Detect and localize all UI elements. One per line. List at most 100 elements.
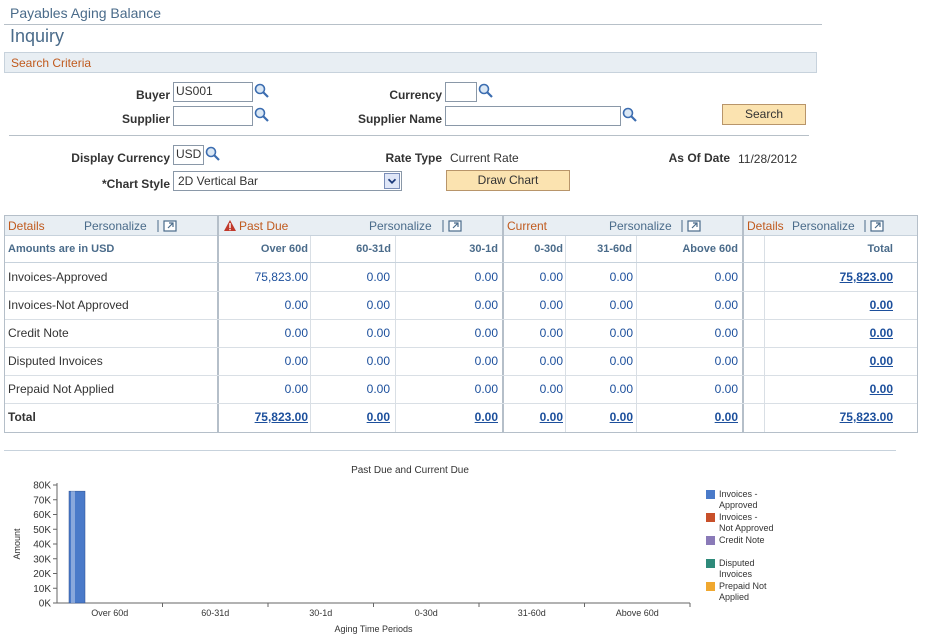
row-label: Invoices-Approved xyxy=(8,270,108,284)
total-cell[interactable]: 75,823.00 xyxy=(254,410,308,424)
row-total-link[interactable]: 0.00 xyxy=(869,354,893,368)
supplier-lookup-icon[interactable] xyxy=(254,107,270,123)
amount-cell[interactable]: 0.00 xyxy=(284,382,308,396)
amount-cell[interactable]: 0.00 xyxy=(284,326,308,340)
details-view-all-icon[interactable] xyxy=(156,219,180,233)
legend-label: Invoices -Not Approved xyxy=(719,512,774,533)
chart-style-select[interactable]: 2D Vertical Bar xyxy=(173,171,402,191)
rate-type-value: Current Rate xyxy=(450,151,519,165)
row-divider xyxy=(5,403,917,404)
legend-swatch xyxy=(706,536,715,545)
y-tick-label: 30K xyxy=(33,554,51,565)
row-total-link[interactable]: 0.00 xyxy=(869,326,893,340)
row-divider xyxy=(5,291,917,292)
amount-cell: 0.00 xyxy=(539,270,563,284)
amount-cell: 0.00 xyxy=(714,326,738,340)
row-total-link[interactable]: 75,823.00 xyxy=(839,270,893,284)
supplier-name-input[interactable] xyxy=(445,106,621,126)
display-currency-lookup-icon[interactable] xyxy=(205,146,221,162)
column-header[interactable]: 31-60d xyxy=(597,243,632,255)
currency-label: Currency xyxy=(389,88,442,102)
legend-swatch xyxy=(706,513,715,522)
row-label: Prepaid Not Applied xyxy=(8,382,115,396)
supplier-input[interactable] xyxy=(173,106,253,126)
column-header[interactable]: Total xyxy=(867,243,893,255)
amount-cell: 0.00 xyxy=(714,298,738,312)
totals-view-all-icon[interactable] xyxy=(863,219,887,233)
currency-lookup-icon[interactable] xyxy=(478,83,494,99)
amount-cell: 0.00 xyxy=(474,326,498,340)
row-label: Credit Note xyxy=(8,326,69,340)
y-tick-label: 50K xyxy=(33,525,51,536)
column-header[interactable]: 30-1d xyxy=(469,243,498,255)
row-divider xyxy=(5,375,917,376)
amount-cell: 0.00 xyxy=(474,298,498,312)
buyer-input[interactable]: US001 xyxy=(173,82,253,102)
legend-label: Invoices -Approved xyxy=(719,489,758,510)
legend-swatch xyxy=(706,559,715,568)
x-tick-label: 31-60d xyxy=(518,608,546,618)
chart-title: Past Due and Current Due xyxy=(351,465,469,476)
column-header[interactable]: Above 60d xyxy=(682,243,738,255)
search-criteria-title: Search Criteria xyxy=(11,56,92,70)
supplier-name-lookup-icon[interactable] xyxy=(622,107,638,123)
amount-cell: 0.00 xyxy=(539,298,563,312)
amount-cell: 0.00 xyxy=(714,270,738,284)
total-cell[interactable]: 0.00 xyxy=(366,410,390,424)
aging-grid: Details Personalize Past Due Personalize… xyxy=(4,215,918,433)
display-currency-input[interactable]: USD xyxy=(173,145,204,165)
column-divider xyxy=(565,236,566,432)
total-row-label: Total xyxy=(8,410,36,424)
total-cell[interactable]: 0.00 xyxy=(609,410,633,424)
x-tick-label: 0-30d xyxy=(415,608,438,618)
row-total-link[interactable]: 0.00 xyxy=(869,298,893,312)
x-tick-label: Above 60d xyxy=(616,608,659,618)
currency-input[interactable] xyxy=(445,82,477,102)
amount-cell[interactable]: 0.00 xyxy=(284,354,308,368)
legend-swatch xyxy=(706,582,715,591)
past-due-personalize-link[interactable]: Personalize xyxy=(369,219,432,233)
as-of-date-label: As Of Date xyxy=(668,151,730,165)
legend-swatch xyxy=(706,490,715,499)
amount-cell: 0.00 xyxy=(539,382,563,396)
amounts-currency-header: Amounts are in USD xyxy=(8,243,115,255)
legend-label: Credit Note xyxy=(719,535,765,545)
column-header[interactable]: Over 60d xyxy=(260,243,308,255)
title-divider xyxy=(4,24,822,25)
column-header[interactable]: 60-31d xyxy=(356,243,391,255)
row-total-link[interactable]: 75,823.00 xyxy=(839,410,893,424)
total-cell[interactable]: 0.00 xyxy=(714,410,738,424)
draw-chart-button[interactable]: Draw Chart xyxy=(446,170,570,191)
current-view-all-icon[interactable] xyxy=(680,219,704,233)
y-tick-label: 80K xyxy=(33,481,51,492)
bar xyxy=(68,490,86,604)
row-label: Invoices-Not Approved xyxy=(8,298,129,312)
details-personalize-link[interactable]: Personalize xyxy=(84,219,147,233)
chart-divider xyxy=(4,450,896,451)
total-cell[interactable]: 0.00 xyxy=(474,410,498,424)
total-cell[interactable]: 0.00 xyxy=(539,410,563,424)
past-due-view-all-icon[interactable] xyxy=(441,219,465,233)
y-tick-label: 20K xyxy=(33,569,51,580)
row-divider xyxy=(5,347,917,348)
totals-personalize-link[interactable]: Personalize xyxy=(792,219,855,233)
grid-header-bar: Details Personalize Past Due Personalize… xyxy=(5,216,917,236)
chevron-down-icon[interactable] xyxy=(384,173,400,189)
amount-cell: 0.00 xyxy=(474,382,498,396)
current-personalize-link[interactable]: Personalize xyxy=(609,219,672,233)
display-currency-label: Display Currency xyxy=(71,151,170,165)
x-tick-label: 30-1d xyxy=(309,608,332,618)
amount-cell[interactable]: 0.00 xyxy=(284,298,308,312)
amount-cell: 0.00 xyxy=(366,298,390,312)
search-button[interactable]: Search xyxy=(722,104,806,125)
past-due-grid-title: Past Due xyxy=(239,219,289,233)
amount-cell: 0.00 xyxy=(714,354,738,368)
column-header[interactable]: 0-30d xyxy=(534,243,563,255)
buyer-lookup-icon[interactable] xyxy=(254,83,270,99)
amount-cell[interactable]: 75,823.00 xyxy=(254,270,308,284)
grid-separator xyxy=(742,216,744,432)
bar-highlight xyxy=(71,491,75,603)
row-total-link[interactable]: 0.00 xyxy=(869,382,893,396)
rate-type-label: Rate Type xyxy=(385,151,442,165)
page-title: Payables Aging Balance xyxy=(10,5,161,21)
